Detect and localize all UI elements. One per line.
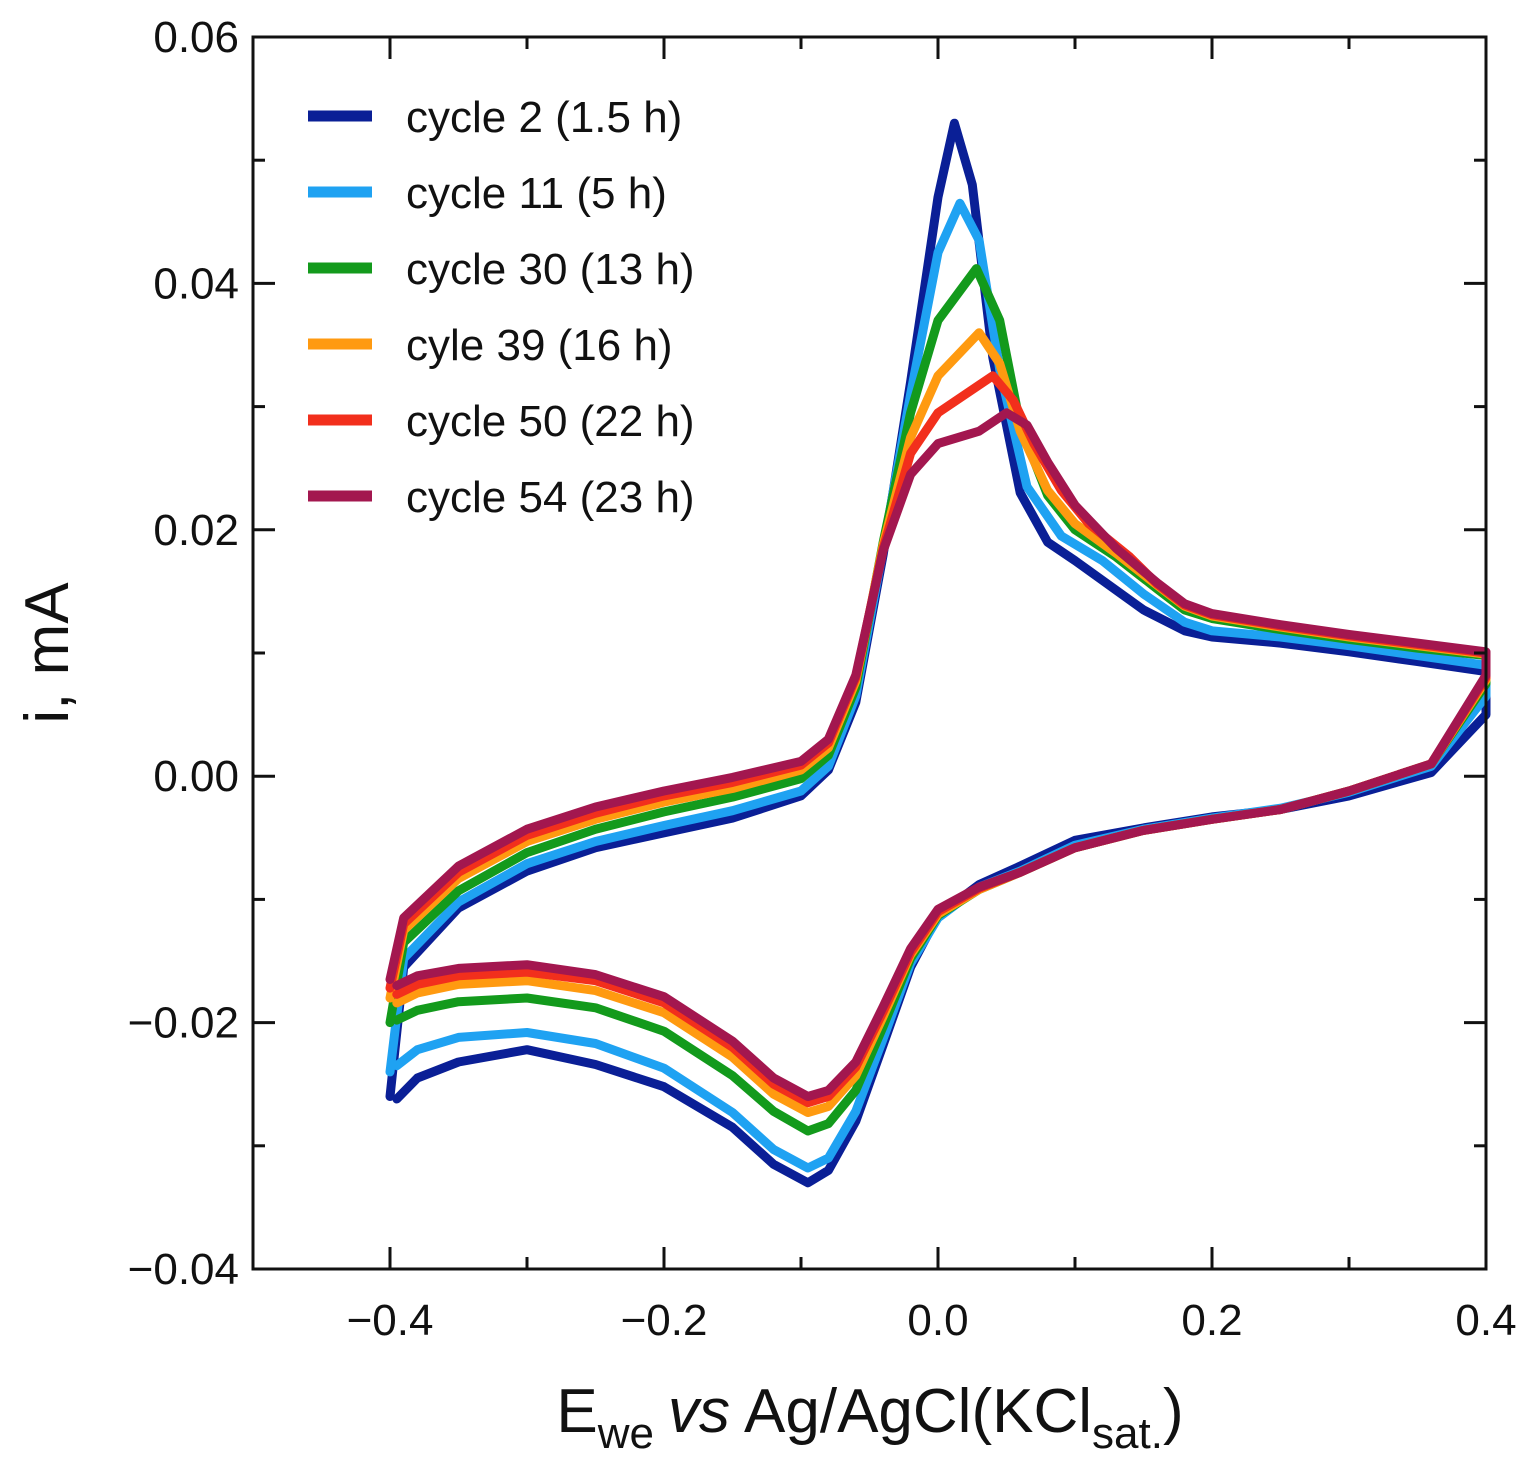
y-tick-label: 0.04 — [153, 259, 239, 308]
legend-label: cycle 11 (5 h) — [406, 169, 667, 218]
legend-label: cycle 50 (22 h) — [406, 397, 695, 446]
x-axis-title-close: ) — [1163, 1377, 1184, 1446]
x-tick-label: 0.0 — [907, 1296, 968, 1345]
x-axis-title-vs: vs — [668, 1377, 730, 1446]
y-tick-label: −0.04 — [128, 1245, 239, 1294]
x-tick-label: −0.4 — [347, 1296, 434, 1345]
legend-label: cycle 30 (13 h) — [406, 245, 695, 294]
x-tick-label: 0.4 — [1455, 1296, 1516, 1345]
axis-ticks: −0.4 −0.2 0.0 0.2 0.4 −0.04 −0.02 0.00 0.02 0.04 0… — [128, 13, 1517, 1345]
x-axis-title-ref: Ag/AgCl(KCl — [744, 1377, 1092, 1446]
y-axis-title: i, mA — [13, 582, 82, 724]
plot-series-group — [385, 118, 1491, 1188]
x-axis-title: Ewe vs Ag/AgCl(KClsat.) — [556, 1377, 1183, 1458]
y-tick-label: 0.06 — [153, 13, 239, 62]
y-tick-label: −0.02 — [128, 999, 239, 1048]
series-line-2 — [385, 198, 1491, 1173]
series-line-6 — [385, 408, 1491, 1101]
legend-label: cycle 54 (23 h) — [406, 473, 695, 522]
y-tick-label: 0.00 — [153, 752, 239, 801]
legend: cycle 2 (1.5 h) cycle 11 (5 h) cycle 30 (1… — [308, 93, 695, 522]
y-tick-label: 0.02 — [153, 506, 239, 555]
x-tick-label: −0.2 — [621, 1296, 708, 1345]
legend-label: cyle 39 (16 h) — [406, 321, 673, 370]
x-axis-title-main: E — [556, 1377, 597, 1446]
x-axis-title-ref-sub: sat. — [1092, 1409, 1163, 1458]
x-axis-title-sub: we — [597, 1409, 654, 1458]
legend-label: cycle 2 (1.5 h) — [406, 93, 682, 142]
x-tick-label: 0.2 — [1181, 1296, 1242, 1345]
